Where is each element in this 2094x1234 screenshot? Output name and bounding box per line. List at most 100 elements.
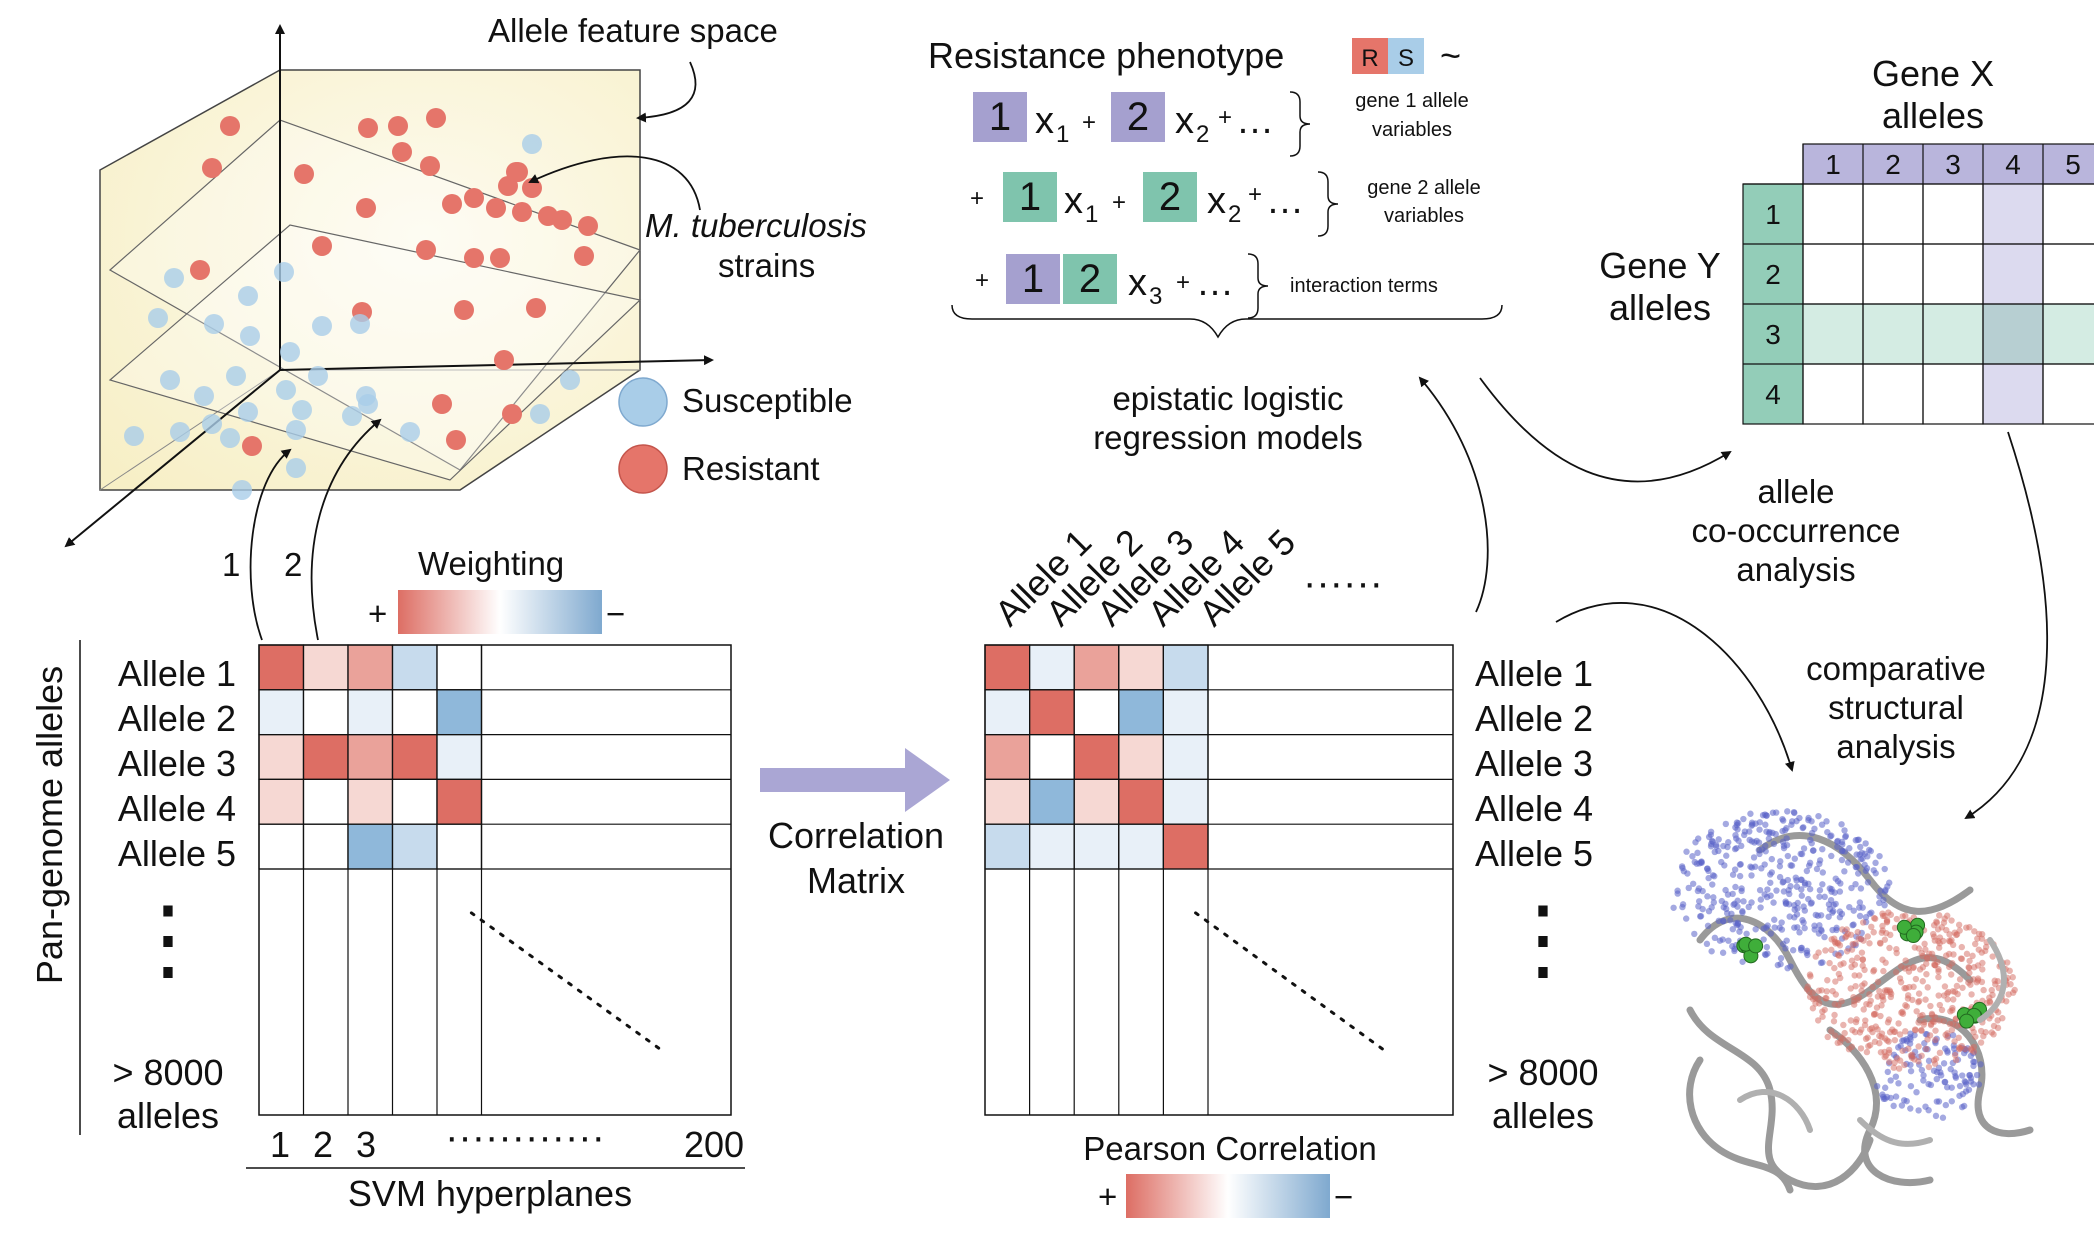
correlation-cell	[1118, 778, 1165, 825]
red-domain-atom	[1934, 926, 1942, 933]
blue-domain-atom	[1674, 890, 1681, 897]
blue-domain-atom	[1975, 1081, 1983, 1088]
red-domain-atom	[1863, 1048, 1871, 1056]
red-domain-atom	[1902, 1002, 1909, 1009]
blue-domain-atom	[1852, 837, 1859, 844]
correlation-cell	[1028, 733, 1075, 780]
red-domain-atom	[1978, 978, 1986, 986]
correlation-cell	[984, 733, 1031, 780]
feature-space-panel	[64, 24, 714, 548]
red-domain-atom	[1950, 951, 1957, 958]
blue-domain-atom	[1939, 1114, 1947, 1121]
protein-ribbon	[1857, 1117, 1933, 1147]
blue-domain-atom	[1722, 886, 1729, 894]
red-domain-atom	[1839, 1035, 1847, 1042]
blue-domain-atom	[1703, 940, 1711, 948]
red-domain-atom	[1921, 940, 1928, 948]
red-domain-atom	[1885, 1038, 1892, 1045]
red-domain-atom	[1862, 1035, 1870, 1043]
susceptible-point	[240, 326, 260, 346]
protein-ribbon	[1686, 1056, 1794, 1194]
red-domain-atom	[1902, 1028, 1909, 1035]
red-domain-atom	[1927, 1021, 1935, 1029]
red-domain-atom	[1953, 982, 1961, 990]
blue-domain-atom	[1711, 848, 1718, 856]
red-domain-atom	[1818, 987, 1825, 994]
cooc-cell	[1862, 183, 1924, 245]
blue-domain-atom	[1920, 1072, 1927, 1079]
coef-box	[1003, 172, 1057, 222]
svg-text:+: +	[1176, 269, 1190, 296]
blue-domain-atom	[1682, 915, 1690, 922]
blue-domain-atom	[1792, 874, 1800, 881]
blue-domain-atom	[1741, 831, 1748, 839]
blue-domain-atom	[1918, 1066, 1926, 1074]
blue-domain-atom	[1729, 871, 1737, 878]
red-domain-atom	[1977, 1027, 1985, 1035]
blue-domain-atom	[1711, 934, 1719, 942]
blue-domain-atom	[1867, 847, 1874, 855]
blue-domain-atom	[1800, 845, 1808, 852]
red-domain-atom	[1838, 998, 1845, 1005]
resistant-point	[464, 188, 484, 208]
blue-domain-atom	[1709, 872, 1717, 879]
gene-x-allele-label: 4	[2005, 149, 2021, 180]
blue-domain-atom	[1720, 842, 1727, 850]
susceptible-point	[560, 370, 580, 390]
blue-domain-atom	[1720, 917, 1727, 925]
strain-points	[124, 108, 598, 500]
resistant-legend-dot	[618, 444, 668, 494]
structural-caption-2: structural	[1828, 689, 1964, 726]
red-domain-atom	[1988, 986, 1995, 994]
blue-domain-atom	[1850, 921, 1857, 928]
red-domain-atom	[1835, 952, 1843, 959]
gene2-label-1: gene 2 allele	[1367, 177, 1480, 199]
model-label-1: epistatic logistic	[1112, 380, 1343, 417]
red-domain-atom	[1893, 1055, 1901, 1062]
susceptible-point	[342, 406, 362, 426]
weight-cell	[258, 733, 305, 780]
blue-domain-atom	[1799, 917, 1806, 924]
blue-domain-atom	[1911, 1031, 1918, 1039]
blue-domain-atom	[1756, 819, 1763, 826]
blue-domain-atom	[1791, 902, 1798, 909]
susceptible-point	[238, 402, 258, 422]
resistant-point	[508, 162, 528, 182]
svg-text:1: 1	[1056, 121, 1069, 148]
left-matrix-ylabel: Pan-genome alleles	[29, 666, 70, 984]
strains-label-rest: strains	[718, 247, 815, 284]
blue-domain-atom	[1948, 1098, 1955, 1105]
red-domain-atom	[1963, 924, 1970, 931]
red-domain-atom	[1905, 968, 1913, 975]
blue-domain-atom	[1776, 873, 1784, 881]
blue-domain-atom	[1746, 828, 1753, 835]
hyperplane-arrow-1	[249, 448, 292, 641]
blue-domain-atom	[1778, 919, 1785, 926]
correlation-cell	[984, 644, 1031, 691]
blue-domain-atom	[1784, 808, 1791, 815]
blue-domain-atom	[1815, 812, 1822, 820]
blue-domain-atom	[1925, 1080, 1932, 1088]
susceptible-point	[530, 404, 550, 424]
red-domain-atom	[1871, 915, 1879, 922]
red-domain-atom	[1974, 935, 1981, 942]
left-row-label: Allele 3	[118, 743, 236, 784]
susceptible-point	[280, 342, 300, 362]
blue-domain-atom	[1808, 818, 1815, 825]
red-domain-atom	[1951, 1051, 1959, 1059]
blue-domain-atom	[1695, 898, 1703, 905]
cooc-cell	[1922, 243, 1984, 305]
left-row-bottom-1: > 8000	[112, 1052, 223, 1093]
interaction-label: interaction terms	[1290, 275, 1438, 297]
structural-caption-3: analysis	[1836, 728, 1955, 765]
red-domain-atom	[1851, 972, 1858, 979]
blue-domain-atom	[1922, 1103, 1929, 1110]
blue-domain-atom	[1723, 852, 1730, 859]
blue-domain-atom	[1739, 958, 1746, 965]
susceptible-point	[400, 422, 420, 442]
blue-domain-atom	[1781, 827, 1789, 834]
left-row-label: Allele 5	[118, 833, 236, 874]
svg-text:1: 1	[1022, 257, 1044, 301]
blue-domain-atom	[1819, 845, 1826, 853]
red-domain-atom	[1823, 988, 1830, 995]
